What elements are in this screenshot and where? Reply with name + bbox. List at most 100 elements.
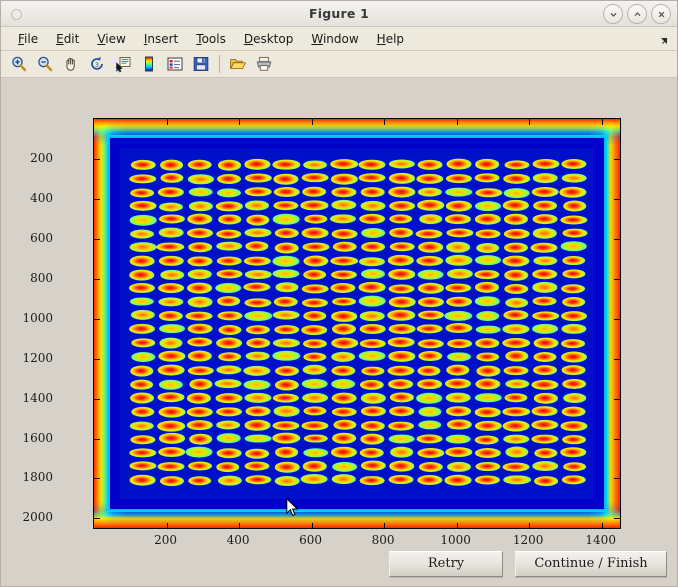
array-spot bbox=[331, 297, 356, 306]
spot-cell bbox=[502, 240, 531, 254]
spot-cell bbox=[272, 309, 301, 323]
spot-cell bbox=[272, 268, 301, 282]
menu-item-insert[interactable]: Insert bbox=[143, 31, 179, 46]
spot-cell bbox=[272, 405, 301, 419]
array-spot bbox=[474, 448, 501, 459]
pan-hand-icon[interactable] bbox=[59, 52, 83, 76]
undock-arrow-icon[interactable] bbox=[658, 32, 670, 44]
y-axis-tick bbox=[94, 518, 100, 520]
spot-cell bbox=[445, 199, 474, 213]
spot-cell bbox=[502, 350, 531, 364]
zoom-in-icon[interactable] bbox=[7, 52, 31, 76]
spot-cell bbox=[358, 226, 387, 240]
array-spot bbox=[244, 227, 272, 238]
spot-cell bbox=[301, 364, 330, 378]
array-spot bbox=[504, 242, 529, 254]
window-controls bbox=[603, 4, 671, 24]
array-spot bbox=[244, 434, 272, 443]
rotate-3d-icon[interactable]: 3 bbox=[85, 52, 109, 76]
menu-item-view[interactable]: View bbox=[97, 31, 126, 46]
spot-cell bbox=[416, 199, 445, 213]
array-spot bbox=[532, 282, 558, 293]
array-spot bbox=[417, 187, 443, 197]
spot-cell bbox=[301, 391, 330, 405]
figure-canvas[interactable]: 200 400 600 800 1000 1200 1400 200 400 600 800 1000… bbox=[1, 78, 677, 586]
array-spot bbox=[244, 256, 271, 266]
spot-cell bbox=[128, 419, 157, 433]
array-spot bbox=[445, 406, 472, 416]
window-menu-icon[interactable] bbox=[11, 9, 22, 20]
array-spot bbox=[186, 282, 213, 294]
spot-cell bbox=[128, 281, 157, 295]
action-button-bar: Retry Continue / Finish bbox=[389, 551, 667, 577]
spot-cell bbox=[358, 213, 387, 227]
spot-cell bbox=[445, 281, 474, 295]
heatmap-axes[interactable] bbox=[93, 118, 621, 529]
array-spot bbox=[187, 256, 213, 267]
array-spot bbox=[560, 215, 588, 225]
spot-cell bbox=[330, 336, 359, 350]
array-spot bbox=[444, 311, 472, 322]
open-folder-icon[interactable] bbox=[226, 52, 250, 76]
array-spot bbox=[361, 406, 386, 417]
spot-cell bbox=[358, 185, 387, 199]
array-spot bbox=[475, 461, 501, 472]
array-spot bbox=[159, 475, 185, 486]
spot-cell bbox=[473, 350, 502, 364]
x-axis-tick-label: 200 bbox=[154, 533, 177, 547]
spot-cell bbox=[186, 199, 215, 213]
data-cursor-icon[interactable] bbox=[111, 52, 135, 76]
menu-item-desktop[interactable]: Desktop bbox=[243, 31, 294, 46]
array-spot bbox=[388, 159, 415, 169]
array-spot bbox=[445, 173, 472, 184]
spot-cell bbox=[473, 185, 503, 199]
array-spot bbox=[215, 283, 241, 294]
print-icon[interactable] bbox=[252, 52, 276, 76]
array-spot bbox=[129, 324, 156, 335]
maximize-button[interactable] bbox=[627, 4, 647, 24]
array-spot bbox=[503, 365, 529, 376]
menu-item-file[interactable]: File bbox=[18, 31, 39, 46]
spot-cell bbox=[358, 199, 387, 213]
y-axis-tick-right bbox=[614, 278, 620, 280]
minimize-button[interactable] bbox=[603, 4, 623, 24]
spot-cell bbox=[243, 460, 272, 474]
array-spot bbox=[502, 173, 531, 185]
array-spot bbox=[359, 338, 386, 349]
continue-finish-button[interactable]: Continue / Finish bbox=[515, 551, 667, 577]
array-spot bbox=[130, 229, 155, 239]
array-spot bbox=[446, 268, 473, 279]
array-spot bbox=[216, 188, 242, 198]
spot-cell bbox=[445, 185, 474, 199]
close-button[interactable] bbox=[651, 4, 671, 24]
spot-cell bbox=[330, 377, 359, 391]
array-spot bbox=[446, 228, 474, 238]
menu-item-tools[interactable]: Tools bbox=[196, 31, 226, 46]
array-spot bbox=[502, 462, 530, 472]
array-spot bbox=[332, 241, 357, 252]
colorbar-icon[interactable] bbox=[137, 52, 161, 76]
menu-item-window[interactable]: Window bbox=[311, 31, 359, 46]
spot-cell bbox=[214, 199, 243, 213]
spot-cell bbox=[301, 322, 330, 336]
spot-cell bbox=[358, 364, 387, 378]
array-spot bbox=[303, 255, 329, 267]
menu-item-help[interactable]: Help bbox=[376, 31, 405, 46]
array-spot bbox=[532, 461, 559, 471]
spot-cell bbox=[560, 240, 589, 254]
spot-cell bbox=[416, 364, 445, 378]
spot-cell bbox=[502, 226, 531, 240]
array-spot bbox=[476, 325, 501, 334]
retry-button[interactable]: Retry bbox=[389, 551, 503, 577]
menu-item-edit[interactable]: Edit bbox=[56, 31, 80, 46]
spot-cell bbox=[157, 364, 186, 378]
array-spot bbox=[562, 296, 586, 307]
save-figure-icon[interactable] bbox=[189, 52, 213, 76]
zoom-out-icon[interactable] bbox=[33, 52, 57, 76]
spot-cell bbox=[560, 226, 589, 240]
spot-cell bbox=[128, 350, 157, 364]
array-spot bbox=[274, 462, 300, 473]
array-spot bbox=[533, 364, 557, 375]
spot-cell bbox=[387, 419, 416, 433]
legend-icon[interactable] bbox=[163, 52, 187, 76]
